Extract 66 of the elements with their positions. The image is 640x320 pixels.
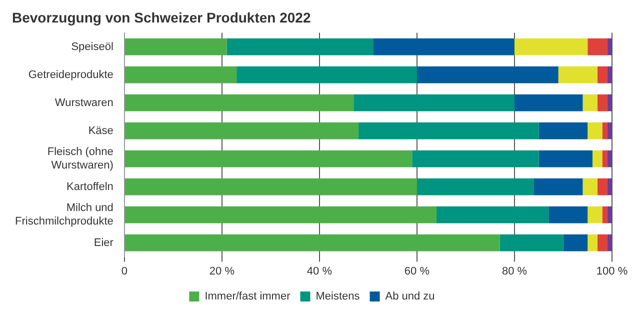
x-tick-label: 60 %	[404, 265, 430, 278]
bar	[597, 234, 608, 252]
bar	[124, 122, 358, 140]
bar	[373, 38, 514, 56]
y-tick-label: Milch und Frischmilchprodukte	[15, 202, 114, 228]
bar	[124, 66, 237, 84]
bar	[607, 94, 612, 112]
bar	[226, 38, 374, 56]
bar	[124, 38, 227, 56]
bar	[563, 234, 588, 252]
legend-label: Ab und zu	[385, 290, 435, 303]
bar	[607, 122, 612, 140]
bar	[597, 66, 608, 84]
bar	[514, 94, 583, 112]
bar	[538, 122, 588, 140]
bar	[588, 38, 608, 56]
bar	[607, 66, 612, 84]
bar	[602, 150, 608, 168]
bar	[436, 206, 549, 224]
bar	[124, 234, 500, 252]
chart-title: Bevorzugung von Schweizer Produkten 2022	[12, 9, 311, 26]
x-tick-label: 0	[121, 265, 128, 278]
bar	[602, 206, 608, 224]
y-tick-label: Wurstwaren	[54, 96, 114, 109]
bar	[607, 150, 612, 168]
bar	[588, 206, 602, 224]
bar	[558, 66, 598, 84]
bar	[358, 122, 539, 140]
bar	[607, 38, 612, 56]
bar	[534, 178, 583, 196]
y-tick-label: Getreideprodukte	[28, 68, 114, 81]
bar	[538, 150, 592, 168]
y-tick-label: Speiseöl	[71, 40, 114, 53]
bar	[124, 94, 354, 112]
bar	[597, 178, 608, 196]
bar	[412, 150, 539, 168]
bar	[354, 94, 514, 112]
bar	[236, 66, 417, 84]
bar	[416, 178, 534, 196]
legend-label: Immer/fast immer	[204, 290, 291, 303]
y-tick-label: Käse	[88, 124, 114, 137]
bar	[607, 178, 612, 196]
y-tick-label: Eier	[94, 236, 114, 249]
bar	[124, 150, 412, 168]
bar	[607, 206, 612, 224]
bar	[602, 122, 608, 140]
x-tick-label: 40 %	[306, 265, 332, 278]
bar	[500, 234, 564, 252]
y-tick-label: Fleisch (ohne Wurstwaren)	[47, 146, 114, 172]
bar	[582, 94, 598, 112]
bar	[548, 206, 588, 224]
bar	[588, 122, 602, 140]
x-tick-label: 80 %	[502, 265, 528, 278]
x-tick-label: 100 %	[596, 265, 628, 278]
bar	[124, 206, 436, 224]
bar	[607, 234, 612, 252]
bar	[582, 178, 598, 196]
bar	[514, 38, 588, 56]
x-tick-label: 20 %	[209, 265, 235, 278]
bar	[588, 234, 598, 252]
bar	[597, 94, 608, 112]
y-tick-label: Kartoffeln	[66, 180, 114, 193]
legend-label: Meistens	[316, 290, 360, 303]
bar	[592, 150, 602, 168]
bar	[416, 66, 558, 84]
bar	[124, 178, 417, 196]
